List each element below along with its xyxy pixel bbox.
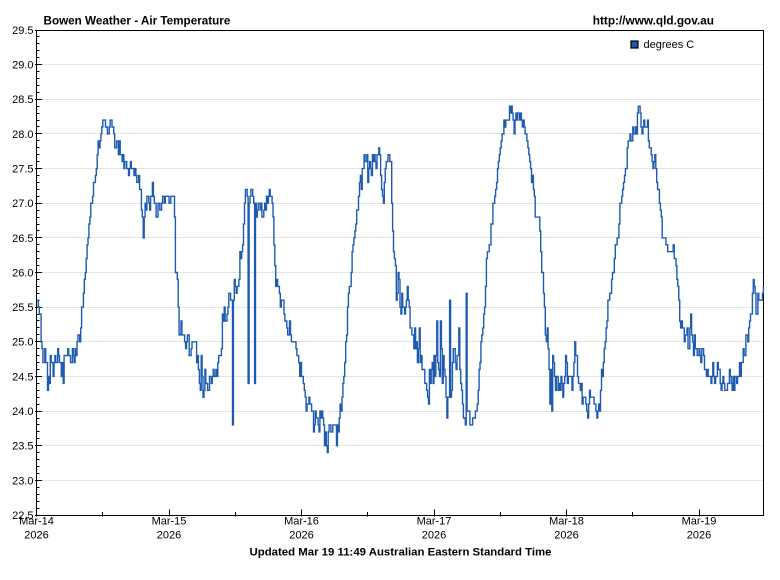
svg-text:2026: 2026 xyxy=(422,530,446,542)
svg-text:27.5: 27.5 xyxy=(12,164,33,176)
svg-text:29.5: 29.5 xyxy=(12,25,33,37)
svg-text:25.5: 25.5 xyxy=(12,302,33,314)
svg-text:25.0: 25.0 xyxy=(12,337,33,349)
svg-text:degrees C: degrees C xyxy=(644,39,695,51)
svg-text:29.0: 29.0 xyxy=(12,60,33,72)
svg-text:Bowen Weather - Air Temperatur: Bowen Weather - Air Temperature xyxy=(44,15,231,28)
svg-text:26.0: 26.0 xyxy=(12,267,33,279)
svg-text:2026: 2026 xyxy=(554,530,578,542)
svg-text:23.0: 23.0 xyxy=(12,475,33,487)
svg-text:Mar-15: Mar-15 xyxy=(152,516,187,528)
svg-text:Mar-16: Mar-16 xyxy=(284,516,319,528)
svg-text:2026: 2026 xyxy=(289,530,313,542)
svg-text:Mar-18: Mar-18 xyxy=(549,516,584,528)
svg-text:28.0: 28.0 xyxy=(12,129,33,141)
svg-text:http://www.qld.gov.au: http://www.qld.gov.au xyxy=(593,14,714,28)
svg-text:27.0: 27.0 xyxy=(12,198,33,210)
svg-text:Updated Mar 19 11:49 Australia: Updated Mar 19 11:49 Australian Eastern … xyxy=(250,547,552,559)
svg-text:Mar-19: Mar-19 xyxy=(682,516,717,528)
svg-text:24.0: 24.0 xyxy=(12,406,33,418)
svg-text:2026: 2026 xyxy=(157,530,181,542)
svg-text:2026: 2026 xyxy=(24,530,48,542)
svg-text:2026: 2026 xyxy=(687,530,711,542)
svg-text:24.5: 24.5 xyxy=(12,371,33,383)
svg-text:Mar-17: Mar-17 xyxy=(417,516,452,528)
svg-text:26.5: 26.5 xyxy=(12,233,33,245)
svg-text:23.5: 23.5 xyxy=(12,441,33,453)
svg-text:28.5: 28.5 xyxy=(12,94,33,106)
svg-text:Mar-14: Mar-14 xyxy=(19,516,54,528)
svg-text:22.5: 22.5 xyxy=(12,510,33,522)
